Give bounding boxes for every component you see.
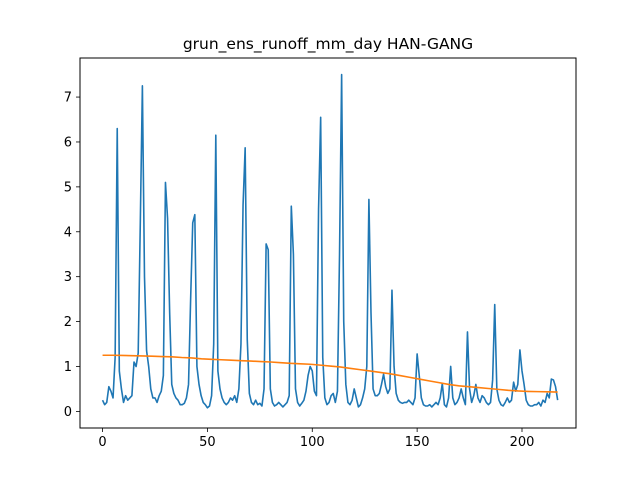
x-tick-label: 100: [300, 435, 325, 450]
y-tick-label: 2: [64, 315, 72, 330]
x-tick-label: 200: [510, 435, 535, 450]
x-tick-label: 150: [405, 435, 430, 450]
y-tick-label: 0: [64, 405, 72, 420]
y-tick-label: 5: [64, 180, 72, 195]
plot-frame: [79, 57, 577, 429]
y-tick-label: 3: [64, 270, 72, 285]
x-tick-label: 0: [98, 435, 106, 450]
series-line-trend: [102, 354, 558, 393]
y-tick-label: 1: [64, 360, 72, 375]
y-tick-label: 6: [64, 135, 72, 150]
y-tick-label: 7: [64, 91, 72, 106]
x-tick-label: 50: [199, 435, 216, 450]
y-tick-label: 4: [64, 225, 72, 240]
chart-title: grun_ens_runoff_mm_day HAN-GANG: [183, 35, 473, 54]
series-line-runoff: [101, 73, 559, 409]
